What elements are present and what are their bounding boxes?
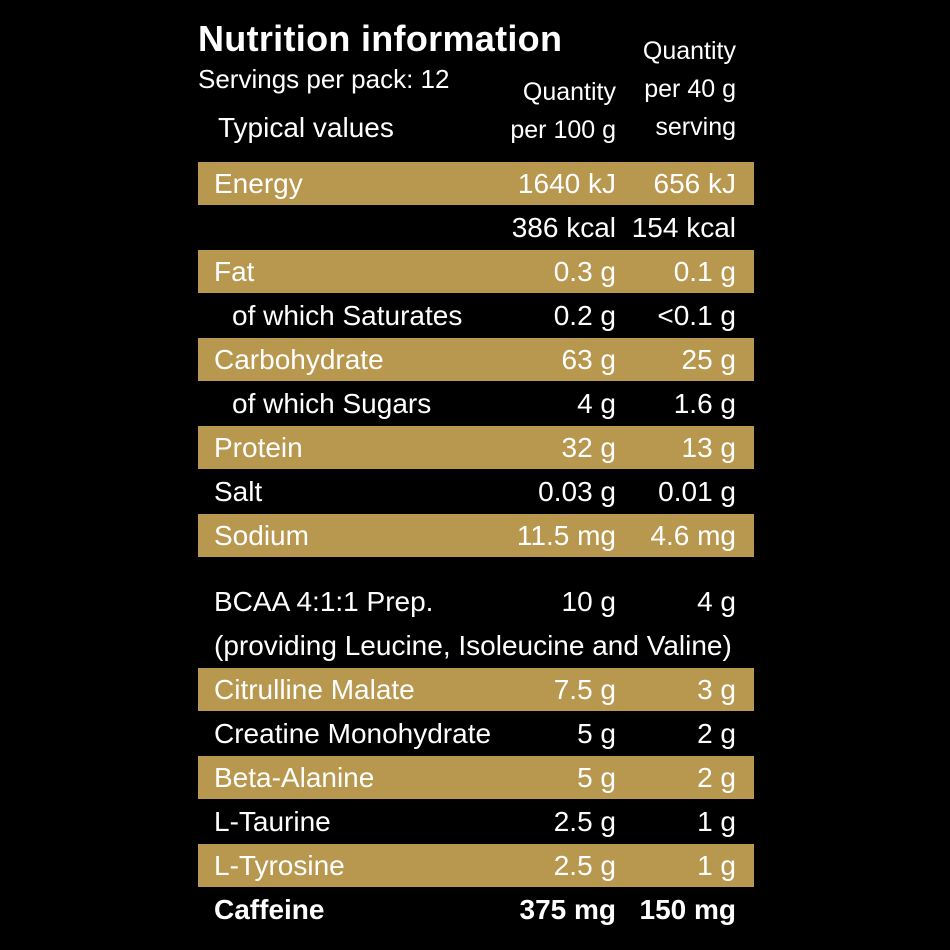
row-label: of which Saturates — [232, 300, 463, 331]
row-label: Caffeine — [214, 894, 325, 925]
row-label: L-Taurine — [214, 806, 331, 837]
panel-title: Nutrition information — [198, 18, 563, 59]
value-per-serving: 3 g — [697, 674, 736, 705]
value-per-serving: 4.6 mg — [650, 520, 736, 551]
value-per-100g: 5 g — [577, 762, 616, 793]
row-label: Citrulline Malate — [214, 674, 415, 705]
row-label: Carbohydrate — [214, 344, 384, 375]
value-per-serving: 1.6 g — [673, 388, 736, 419]
value-per-100g: 2.5 g — [553, 806, 616, 837]
table-row-bcaa: BCAA 4:1:1 Prep. 10 g 4 g — [198, 580, 754, 623]
row-label: BCAA 4:1:1 Prep. — [214, 586, 434, 617]
value-per-100g: 4 g — [577, 388, 616, 419]
table-row-carbohydrate: Carbohydrate 63 g 25 g — [198, 338, 754, 381]
value-per-100g: 32 g — [561, 432, 617, 463]
row-label: Sodium — [214, 520, 309, 551]
row-label: Salt — [214, 476, 263, 507]
table-row-creatine: Creatine Monohydrate 5 g 2 g — [198, 712, 754, 755]
table-row-energy: Energy 1640 kJ 656 kJ — [198, 162, 754, 205]
value-per-serving: 0.1 g — [673, 256, 736, 287]
value-per-100g: 11.5 mg — [516, 520, 616, 551]
table-row-energy-kcal: 386 kcal 154 kcal — [198, 206, 754, 249]
table-row-beta-alanine: Beta-Alanine 5 g 2 g — [198, 756, 754, 799]
value-per-serving: 13 g — [681, 432, 737, 463]
value-per-serving: <0.1 g — [657, 300, 736, 331]
table-row-l-tyrosine: L-Tyrosine 2.5 g 1 g — [198, 844, 754, 887]
bcaa-note: (providing Leucine, Isoleucine and Valin… — [214, 630, 732, 661]
value-per-100g: 5 g — [577, 718, 616, 749]
row-label: Protein — [214, 432, 303, 463]
value-per-100g: 0.2 g — [553, 300, 616, 331]
value-per-100g: 375 mg — [519, 894, 617, 925]
row-label: Fat — [214, 256, 255, 287]
value-per-serving: 25 g — [681, 344, 737, 375]
table-row-l-taurine: L-Taurine 2.5 g 1 g — [198, 800, 754, 843]
row-label: L-Tyrosine — [214, 850, 345, 881]
column-header-per-100g: Quantity per 100 g — [510, 78, 616, 144]
value-per-100g: 10 g — [561, 586, 617, 617]
value-per-serving: 4 g — [697, 586, 736, 617]
value-per-100g: 7.5 g — [553, 674, 616, 705]
nutrition-panel: Nutrition information Servings per pack:… — [198, 0, 754, 950]
value-per-100g: 2.5 g — [553, 850, 616, 881]
column-header-per-serving: Quantity per 40 g serving — [642, 37, 736, 141]
row-label: Beta-Alanine — [214, 762, 375, 793]
row-label: of which Sugars — [232, 388, 432, 419]
value-per-serving: 0.01 g — [658, 476, 736, 507]
table-row-caffeine: Caffeine 375 mg 150 mg — [198, 888, 754, 931]
typical-values-label: Typical values — [218, 112, 394, 143]
table-row-salt: Salt 0.03 g 0.01 g — [198, 470, 754, 513]
value-per-serving: 1 g — [697, 806, 736, 837]
value-per-serving: 656 kJ — [653, 168, 737, 199]
table-row-citrulline-malate: Citrulline Malate 7.5 g 3 g — [198, 668, 754, 711]
value-per-serving: 1 g — [697, 850, 736, 881]
value-per-100g: 0.03 g — [538, 476, 616, 507]
table-row-fat: Fat 0.3 g 0.1 g — [198, 250, 754, 293]
value-per-100g: 63 g — [561, 344, 617, 375]
table-row-sodium: Sodium 11.5 mg 4.6 mg — [198, 514, 754, 557]
table-row-sugars: of which Sugars 4 g 1.6 g — [198, 382, 754, 425]
value-per-100g: 386 kcal — [511, 212, 616, 243]
value-per-serving: 2 g — [697, 718, 736, 749]
value-per-serving: 2 g — [697, 762, 736, 793]
table-row-saturates: of which Saturates 0.2 g <0.1 g — [198, 294, 754, 337]
value-per-serving: 154 kcal — [631, 212, 736, 243]
value-per-serving: 150 mg — [639, 894, 737, 925]
servings-per-pack: Servings per pack: 12 — [198, 64, 450, 94]
value-per-100g: 1640 kJ — [517, 168, 616, 199]
row-label: Creatine Monohydrate — [214, 718, 492, 749]
value-per-100g: 0.3 g — [553, 256, 616, 287]
table-row-protein: Protein 32 g 13 g — [198, 426, 754, 469]
row-label: Energy — [214, 168, 303, 199]
